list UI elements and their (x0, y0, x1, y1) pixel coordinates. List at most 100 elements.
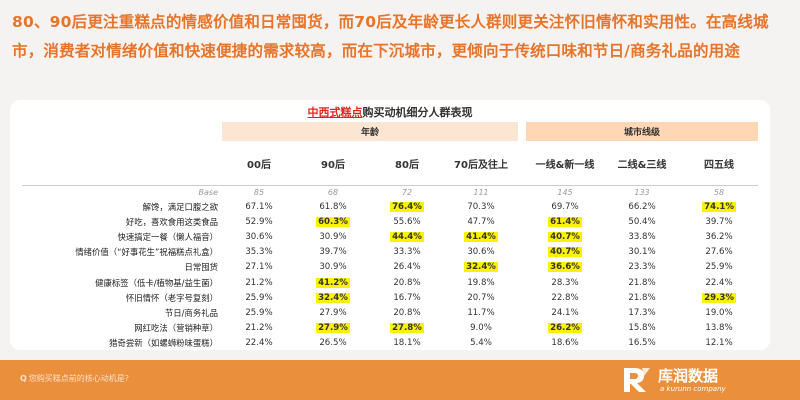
cell-text: 25.9% (245, 292, 273, 303)
row-label: 日常囤货 (184, 262, 219, 273)
cell-text: 28.3% (551, 277, 579, 288)
cell-text: 36.2% (705, 231, 733, 242)
cell-value: 40.7% (526, 245, 604, 260)
brand: 库润数据 a kurunn company (622, 364, 782, 396)
table-title: 中西式糕点购买动机细分人群表现 (10, 104, 770, 120)
cell-text: 25.9% (245, 307, 273, 318)
cell-text: 21.2% (245, 323, 273, 334)
cell-text: 33.3% (393, 247, 421, 258)
group-header-age: 年龄 (222, 122, 519, 141)
cell-text: 21.2% (245, 277, 273, 288)
cell-value: 5.4% (444, 336, 518, 351)
cell-text: 26.4% (393, 262, 421, 273)
cell-text: 20.8% (393, 307, 421, 318)
cell-value: 26.5% (296, 336, 370, 351)
table-body: 解馋，满足口腹之欲 67.1% 61.8% 76.4% 70.3% 69.7% 66.2% 7… (22, 199, 758, 351)
cell-text: 18.1% (393, 338, 421, 349)
cell-text: 15.8% (628, 323, 656, 334)
cell-text: 21.8% (628, 277, 656, 288)
table-row: 节日/商务礼品 25.9% 27.9% 20.8% 11.7% 24.1% 17.3% 19.… (22, 305, 758, 320)
cell-value: 23.3% (604, 260, 680, 275)
cell-value: 39.7% (296, 245, 370, 260)
cell-value: 18.1% (370, 336, 444, 351)
cell-text: 27.1% (245, 262, 273, 273)
cell-text-highlighted: 32.4% (316, 292, 350, 303)
table-row: 猎奇尝新（如螺蛳粉味蛋糕） 22.4% 26.5% 18.1% 5.4% 18.6% 16.… (22, 336, 758, 351)
cell-text-highlighted: 41.2% (316, 277, 350, 288)
cell-text: 67.1% (245, 201, 273, 212)
cell-text-highlighted: 61.4% (548, 216, 582, 227)
cell-value: 50.4% (604, 214, 680, 229)
cell-value: 16.7% (370, 290, 444, 305)
brand-subtitle: a kurunn company (660, 385, 726, 393)
base-value: 111 (473, 188, 489, 197)
cell-value: 26.4% (370, 260, 444, 275)
cell-text: 61.8% (319, 201, 347, 212)
cell-value: 74.1% (680, 199, 758, 214)
table-row: 网红吃法（营销种草） 21.2% 27.9% 27.8% 9.0% 26.2% 15.8% 1… (22, 321, 758, 336)
column-header-empty (22, 141, 222, 186)
base-label: Base (198, 188, 218, 197)
column-header: 二线&三线 (604, 141, 681, 186)
cell-value: 20.8% (370, 305, 444, 320)
cell-text: 50.4% (628, 216, 656, 227)
row-label: 节日/商务礼品 (164, 307, 218, 318)
table-row: 情绪价值（“好事花生”祝福糕点礼盒） 35.3% 39.7% 33.3% 30.6% 40… (22, 245, 758, 260)
cell-value: 26.2% (526, 321, 604, 336)
row-label: 健康标签（低卡/植物基/益生菌） (95, 277, 218, 288)
base-value: 72 (401, 188, 413, 197)
group-header-city: 城市线级 (526, 122, 759, 141)
cell-value: 70.3% (444, 199, 518, 214)
cell-value: 25.9% (222, 305, 296, 320)
cell-text: 16.7% (393, 292, 421, 303)
cell-value: 32.4% (296, 290, 370, 305)
cell-text: 27.9% (319, 307, 347, 318)
column-header: 四五线 (680, 141, 759, 186)
table-row: 健康标签（低卡/植物基/益生菌） 21.2% 41.2% 20.8% 19.8% 28.3… (22, 275, 758, 290)
cell-value: 13.8% (680, 321, 758, 336)
table-row: 好吃，喜欢食用这类食品 52.9% 60.3% 55.6% 47.7% 61.4% 50.4… (22, 214, 758, 229)
cell-text: 39.7% (705, 216, 733, 227)
cell-value: 20.8% (370, 275, 444, 290)
cell-value: 35.3% (222, 245, 296, 260)
cell-value: 16.5% (604, 336, 680, 351)
cell-value: 19.8% (444, 275, 518, 290)
table-row: 快速搞定一餐（懒人福音） 30.6% 30.9% 44.4% 41.4% 40.7% 33.… (22, 229, 758, 244)
cell-text: 22.4% (245, 338, 273, 349)
cell-value: 39.7% (680, 214, 758, 229)
cell-text: 70.3% (467, 201, 495, 212)
cell-text: 17.3% (628, 307, 656, 318)
cell-value: 24.1% (526, 305, 604, 320)
cell-value: 76.4% (370, 199, 444, 214)
survey-question: Q 您购买糕点前的核心动机是? (20, 373, 129, 384)
cell-value: 19.0% (680, 305, 758, 320)
cell-text: 30.9% (319, 231, 347, 242)
row-label: 情绪价值（“好事花生”祝福糕点礼盒） (75, 247, 218, 258)
cell-value: 30.1% (604, 245, 680, 260)
cell-value: 30.9% (296, 229, 370, 244)
cell-text: 9.0% (470, 323, 492, 334)
cell-value: 55.6% (370, 214, 444, 229)
cell-value: 47.7% (444, 214, 518, 229)
cell-value: 41.4% (444, 229, 518, 244)
cell-text: 22.4% (705, 277, 733, 288)
cell-text-highlighted: 36.6% (548, 262, 582, 273)
cell-value: 22.8% (526, 290, 604, 305)
table-title-rest: 购买动机细分人群表现 (362, 106, 473, 119)
headline: 80、90后更注重糕点的情感价值和日常囤货，而70后及年龄更长人群则更关注怀旧情… (12, 13, 769, 60)
cell-text: 47.7% (467, 216, 495, 227)
cell-text: 5.4% (470, 338, 492, 349)
table-row: 怀旧情怀（老字号复刻） 25.9% 32.4% 16.7% 20.7% 22.8% 21.8… (22, 290, 758, 305)
column-header-row: 00后 90后 80后 70后及往上 一线&新一线 二线&三线 四五线 (22, 141, 759, 186)
cell-text-highlighted: 74.1% (702, 201, 736, 212)
kr-logo-icon (624, 368, 650, 392)
cell-value: 22.4% (222, 336, 296, 351)
cell-text: 21.8% (628, 292, 656, 303)
cell-value: 36.2% (680, 229, 758, 244)
cell-text: 30.6% (245, 231, 273, 242)
cell-value: 21.2% (222, 275, 296, 290)
cell-text: 35.3% (245, 247, 273, 258)
table-row: 日常囤货 27.1% 30.9% 26.4% 32.4% 36.6% 23.3% 25.9% (22, 260, 758, 275)
cell-value: 9.0% (444, 321, 518, 336)
cell-text: 23.3% (628, 262, 656, 273)
